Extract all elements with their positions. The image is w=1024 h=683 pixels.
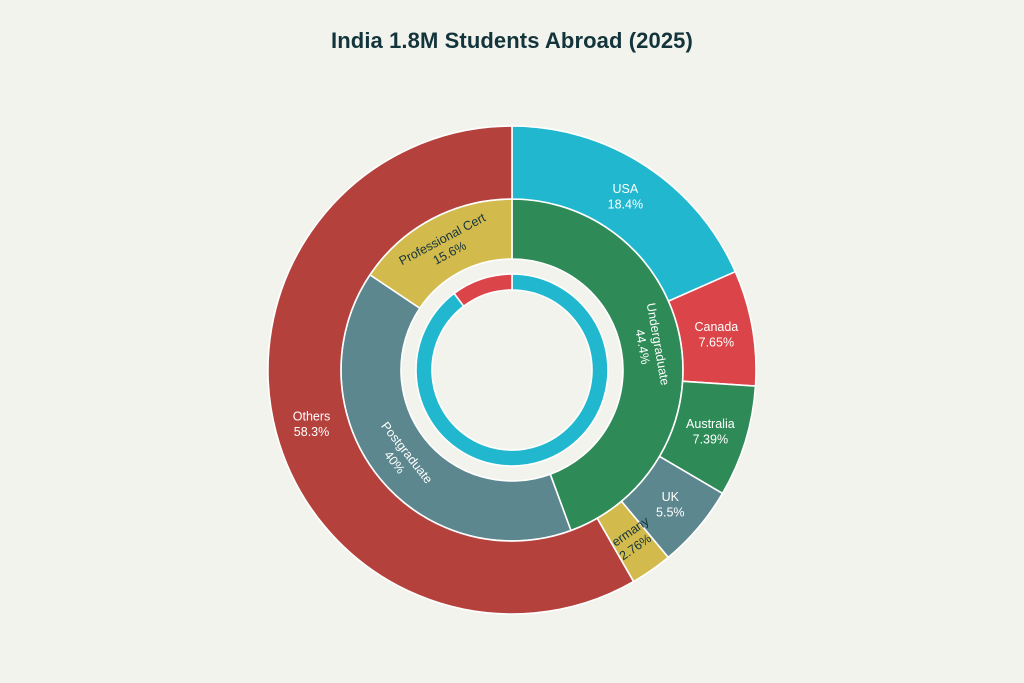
outer-label-canada: Canada 7.65% bbox=[694, 320, 738, 350]
outer-slice-others[interactable] bbox=[267, 125, 635, 615]
inner-slice-1[interactable] bbox=[452, 273, 513, 308]
slice-name: Canada bbox=[694, 320, 738, 334]
slice-name: USA bbox=[613, 182, 639, 196]
outer-label-australia: Australia 7.39% bbox=[686, 417, 735, 447]
slice-value: 58.3% bbox=[294, 425, 329, 439]
slice-value: 44.4% bbox=[632, 328, 652, 365]
slice-name: UK bbox=[662, 490, 680, 504]
slice-name: Australia bbox=[686, 417, 735, 431]
outer-label-uk: UK 5.5% bbox=[656, 490, 685, 520]
inner-slice-0[interactable] bbox=[415, 273, 609, 467]
slice-name: Others bbox=[293, 409, 331, 423]
slice-value: 5.5% bbox=[656, 506, 685, 520]
slice-value: 18.4% bbox=[608, 198, 643, 212]
chart-title: India 1.8M Students Abroad (2025) bbox=[331, 28, 693, 53]
outer-label-usa: USA 18.4% bbox=[608, 182, 643, 212]
slice-value: 7.39% bbox=[693, 432, 728, 446]
outer-label-others: Others 58.3% bbox=[293, 409, 331, 439]
slice-value: 7.65% bbox=[699, 336, 734, 350]
